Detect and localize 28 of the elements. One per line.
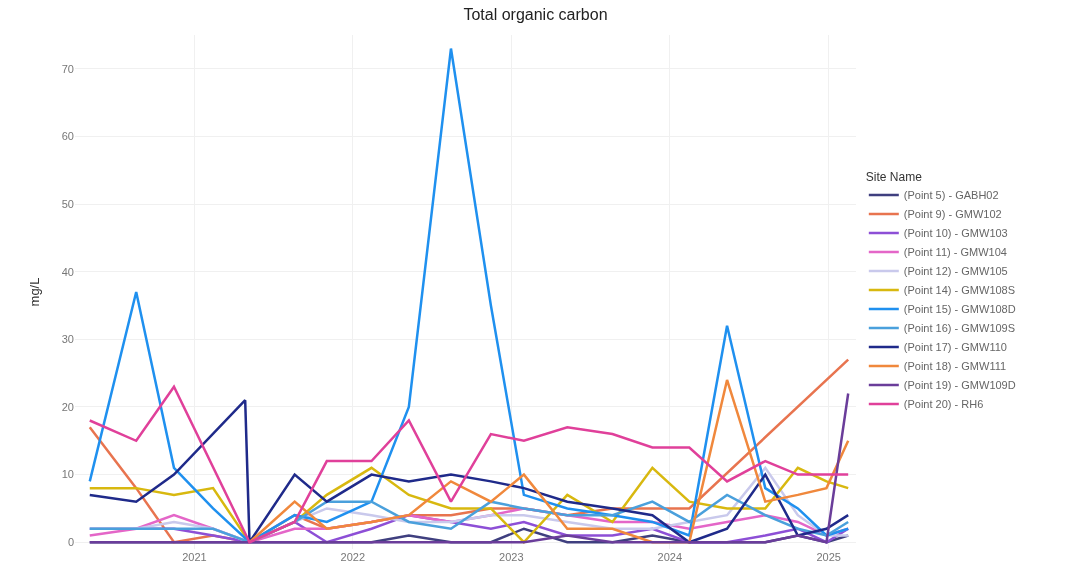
- legend-label: (Point 20) - RH6: [903, 398, 984, 411]
- legend-label: (Point 18) - GMW111: [903, 360, 1007, 373]
- x-tick-label: 2022: [340, 551, 366, 563]
- legend-label: (Point 12) - GMW105: [903, 265, 1008, 278]
- y-tick-label: 10: [61, 468, 74, 481]
- legend-label: (Point 10) - GMW103: [903, 227, 1008, 240]
- y-tick-label: 60: [61, 130, 74, 143]
- legend-label: (Point 15) - GMW108D: [903, 303, 1016, 316]
- y-tick-label: 70: [61, 62, 74, 75]
- legend-label: (Point 19) - GMW109D: [903, 379, 1016, 392]
- y-tick-label: 50: [61, 197, 74, 210]
- x-tick-label: 2024: [657, 551, 682, 563]
- x-tick-label: 2021: [182, 551, 207, 563]
- legend-label: (Point 17) - GMW110: [903, 341, 1007, 354]
- legend-label: (Point 5) - GABH02: [903, 189, 999, 202]
- y-tick-label: 40: [61, 265, 74, 278]
- chart-title: Total organic carbon: [463, 5, 608, 23]
- legend-label: (Point 9) - GMW102: [903, 208, 1002, 221]
- x-tick-label: 2025: [816, 551, 841, 563]
- y-tick-label: 0: [67, 536, 74, 549]
- y-tick-label: 20: [61, 400, 74, 413]
- legend-label: (Point 11) - GMW104: [903, 246, 1007, 259]
- y-tick-label: 30: [61, 333, 74, 346]
- legend-label: (Point 14) - GMW108S: [903, 284, 1016, 297]
- y-axis-title: mg/L: [27, 277, 42, 307]
- x-tick-label: 2023: [499, 551, 524, 563]
- legend-title: Site Name: [865, 169, 923, 184]
- legend-label: (Point 16) - GMW109S: [903, 322, 1016, 335]
